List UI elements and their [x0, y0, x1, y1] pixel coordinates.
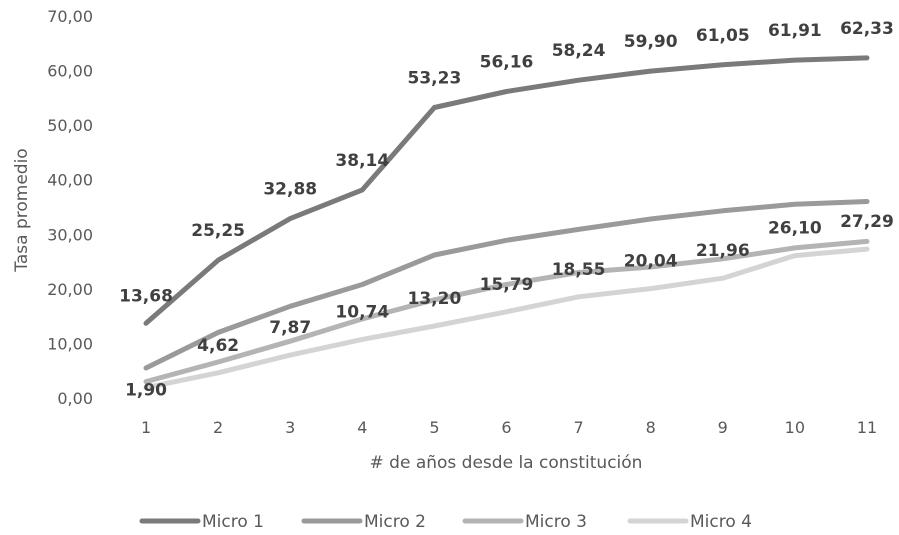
legend-item: Micro 1: [139, 512, 264, 532]
x-tick-label: 8: [646, 418, 656, 437]
data-labels: 13,68 25,25 32,88 38,14 53,23 56,16 58,24 59,90…: [119, 19, 894, 401]
series-line-micro-1: [143, 55, 870, 326]
data-label: 13,20: [408, 289, 462, 309]
x-axis-title: # de años desde la constitución: [370, 453, 643, 473]
y-tick-label: 50,00: [47, 116, 93, 135]
legend-item: Micro 4: [627, 512, 752, 532]
y-tick-label: 60,00: [47, 62, 93, 81]
data-label: 21,96: [696, 241, 750, 261]
y-tick-label: 10,00: [47, 334, 93, 353]
y-tick-label: 0,00: [57, 389, 93, 408]
data-label: 25,25: [191, 221, 245, 241]
legend-item: Micro 3: [462, 512, 587, 532]
data-label: 61,91: [768, 21, 822, 41]
data-label: 10,74: [335, 302, 389, 322]
data-label: 20,04: [624, 252, 678, 272]
legend-item: Micro 2: [301, 512, 426, 532]
data-label: 56,16: [480, 53, 534, 73]
x-tick-label: 7: [573, 418, 583, 437]
x-tick-label: 5: [429, 418, 439, 437]
y-tick-label: 20,00: [47, 280, 93, 299]
legend-label: Micro 4: [690, 512, 752, 532]
data-label: 7,87: [269, 318, 311, 338]
x-tick-label: 2: [213, 418, 223, 437]
data-label: 27,29: [840, 212, 894, 232]
data-label: 13,68: [119, 286, 173, 306]
series-line-micro-2: [143, 199, 870, 371]
x-tick-label: 3: [285, 418, 295, 437]
data-label: 26,10: [768, 219, 822, 239]
y-axis-ticks: 0,00 10,00 20,00 30,00 40,00 50,00 60,00 70,00: [47, 7, 93, 408]
series-line-micro-4: [143, 246, 870, 391]
series-lines: [143, 55, 870, 391]
data-label: 1,90: [125, 381, 167, 401]
y-tick-label: 30,00: [47, 225, 93, 244]
data-label: 18,55: [552, 260, 606, 280]
x-tick-label: 10: [785, 418, 805, 437]
legend-label: Micro 3: [525, 512, 587, 532]
data-label: 59,90: [624, 32, 678, 52]
y-tick-label: 40,00: [47, 171, 93, 190]
legend: Micro 1 Micro 2 Micro 3 Micro 4: [139, 512, 752, 532]
x-tick-label: 9: [718, 418, 728, 437]
data-label: 62,33: [840, 19, 894, 39]
data-label: 32,88: [263, 180, 317, 200]
x-axis-ticks: 1 2 3 4 5 6 7 8 9 10 11: [141, 418, 877, 437]
x-tick-label: 6: [501, 418, 511, 437]
series-line-micro-3: [143, 238, 870, 385]
x-tick-label: 1: [141, 418, 151, 437]
data-label: 4,62: [197, 336, 239, 356]
y-axis-title: Tasa promedio: [12, 148, 32, 272]
data-label: 61,05: [696, 26, 750, 46]
y-tick-label: 70,00: [47, 7, 93, 26]
legend-label: Micro 1: [202, 512, 264, 532]
data-label: 38,14: [335, 151, 389, 171]
x-tick-label: 11: [857, 418, 877, 437]
data-label: 58,24: [552, 41, 606, 61]
x-tick-label: 4: [357, 418, 367, 437]
legend-label: Micro 2: [364, 512, 426, 532]
data-label: 53,23: [408, 69, 462, 89]
data-label: 15,79: [480, 275, 534, 295]
